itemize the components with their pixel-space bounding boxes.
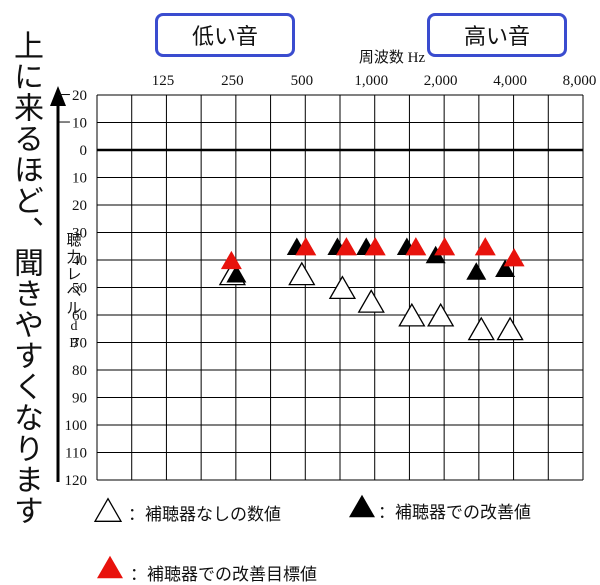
legend-filled-triangle bbox=[349, 494, 375, 518]
y-tick-label: 60 bbox=[72, 308, 87, 324]
y-tick-label: 40 bbox=[72, 253, 87, 269]
x-tick-label: 500 bbox=[291, 73, 314, 89]
legend-open-label: ：補聴器なしの数値 bbox=[128, 505, 281, 525]
y-tick-label: －20 bbox=[57, 88, 87, 104]
filled-triangle-point bbox=[495, 259, 516, 277]
y-tick-label: 30 bbox=[72, 226, 87, 242]
red-triangle-point bbox=[364, 237, 386, 256]
red-triangle-point bbox=[474, 237, 496, 256]
red-triangle-point bbox=[434, 237, 456, 256]
red-triangle-point bbox=[503, 248, 525, 267]
y-axis-title-char: ル bbox=[66, 301, 81, 317]
y-tick-label: 50 bbox=[72, 281, 87, 297]
red-triangle-point bbox=[335, 237, 357, 256]
axis-labels: －20 －10 0 10 20 30 40 50 60 70 80 90 100 110 120 125 250… bbox=[57, 49, 596, 489]
legend-filled-label: ：補聴器での改善値 bbox=[378, 503, 531, 523]
filled-triangle-point bbox=[226, 265, 247, 283]
y-tick-label: 10 bbox=[72, 171, 87, 187]
y-axis-title-char: 力 bbox=[66, 249, 81, 266]
red-triangle-point bbox=[405, 237, 427, 256]
y-axis-title-char: ベ bbox=[66, 284, 81, 300]
grid bbox=[96, 94, 584, 481]
legend-markers bbox=[93, 494, 375, 579]
red-triangle-point bbox=[295, 237, 317, 256]
y-axis-title-char: 聴 bbox=[66, 232, 81, 249]
legend-red-triangle bbox=[97, 555, 123, 579]
low-sound-tag: 低い音 bbox=[155, 13, 295, 57]
x-tick-label: 250 bbox=[221, 73, 244, 89]
y-tick-label: 120 bbox=[65, 473, 88, 489]
y-tick-label: 20 bbox=[72, 198, 87, 214]
y-axis-title-char: B bbox=[69, 336, 78, 351]
x-tick-label: 2,000 bbox=[424, 73, 458, 89]
y-tick-label: 0 bbox=[80, 143, 88, 159]
y-tick-label: －10 bbox=[57, 116, 87, 132]
data-markers bbox=[218, 237, 525, 341]
y-tick-label: 100 bbox=[65, 418, 88, 434]
y-axis-title-char: レ bbox=[66, 267, 81, 283]
filled-triangle-point bbox=[466, 262, 487, 280]
open-triangle-point bbox=[496, 316, 524, 341]
legend-red-label: ：補聴器での改善目標値 bbox=[130, 565, 317, 585]
x-axis-title: 周波数 Hz bbox=[359, 49, 426, 66]
open-triangle-point bbox=[288, 261, 316, 286]
y-axis-title-char: d bbox=[71, 319, 78, 334]
open-triangle-point bbox=[427, 302, 455, 327]
x-tick-label: 125 bbox=[152, 73, 175, 89]
open-triangle-point bbox=[328, 275, 357, 300]
red-triangle-point bbox=[220, 250, 242, 270]
y-tick-label: 90 bbox=[72, 391, 87, 407]
x-tick-label: 4,000 bbox=[493, 73, 527, 89]
high-sound-tag: 高い音 bbox=[427, 13, 567, 57]
y-tick-label: 110 bbox=[65, 446, 87, 462]
legend-open-triangle bbox=[93, 497, 123, 522]
x-tick-label: 8,000 bbox=[563, 73, 597, 89]
y-tick-label: 70 bbox=[72, 336, 87, 352]
open-triangle-point bbox=[398, 302, 426, 327]
open-triangle-point bbox=[467, 316, 495, 341]
y-tick-label: 80 bbox=[72, 363, 87, 379]
side-caption: 上に来るほど、聞きやすくなります bbox=[8, 30, 43, 526]
x-tick-label: 1,000 bbox=[354, 73, 388, 89]
open-triangle-point bbox=[357, 289, 385, 313]
up-arrow-head bbox=[50, 86, 66, 106]
